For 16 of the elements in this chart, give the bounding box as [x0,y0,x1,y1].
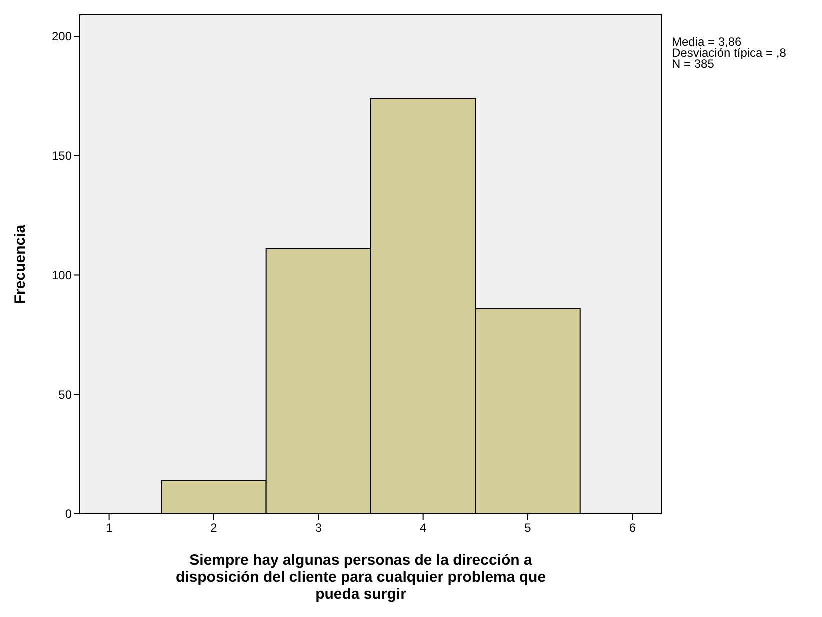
text: Media = 3,86 [672,35,742,49]
y-tick-label: 150 [52,149,72,164]
x-tick-label: 6 [629,521,636,535]
text: Desviación típica = ,8 [672,46,787,60]
y-tick-label: 0 [65,507,72,522]
x-tick-label: 5 [524,521,532,535]
y-tick-label: 50 [58,388,72,402]
x-tick-label: 3 [315,521,322,535]
x-axis-title: Siempre hay algunas personas de la dirección a disposición del cliente para cualquier problema que pueda surgir [176,552,546,603]
y-axis-title: Frecuencia [12,224,29,304]
x-tick-label: 2 [210,521,218,535]
x-tick-label: 1 [106,521,113,535]
y-tick-label: 100 [52,268,72,282]
text: N = 385 [672,57,715,71]
x-tick-label: 4 [420,521,427,535]
y-tick-label: 200 [52,30,72,44]
